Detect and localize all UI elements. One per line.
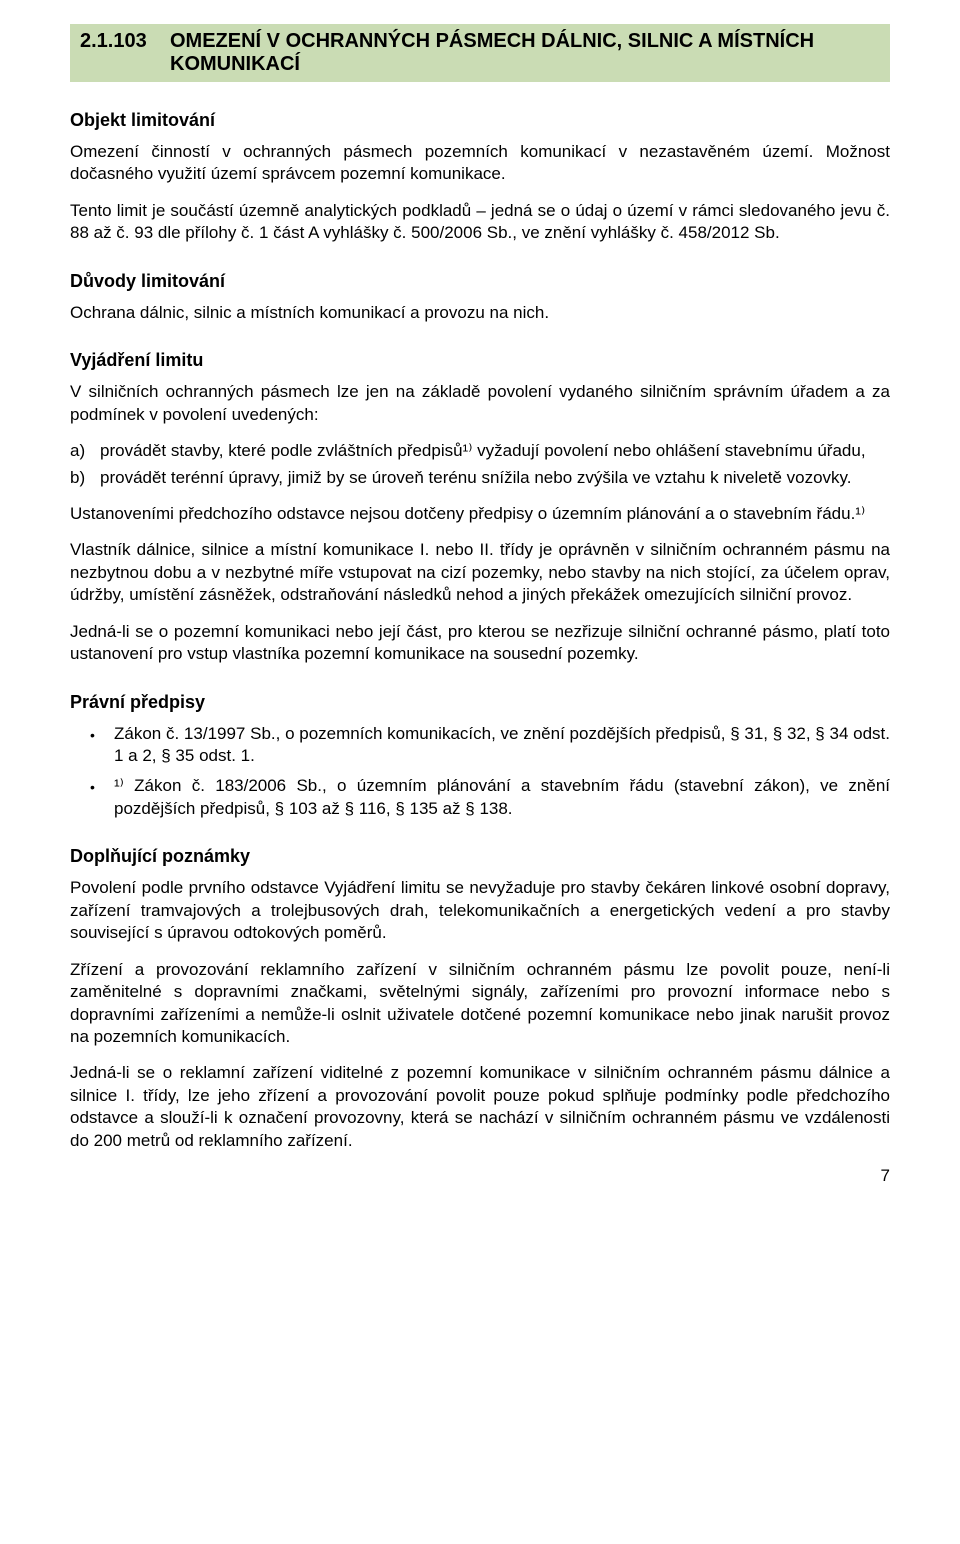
doplnujici-p3: Jedná-li se o reklamní zařízení viditeln… <box>70 1062 890 1152</box>
list-item: a) provádět stavby, které podle zvláštní… <box>100 440 890 462</box>
list-text: provádět terénní úpravy, jimiž by se úro… <box>100 468 852 487</box>
heading-line1: OMEZENÍ V OCHRANNÝCH PÁSMECH DÁLNIC, SIL… <box>170 30 814 52</box>
heading-line2: KOMUNIKACÍ <box>170 53 300 75</box>
section-label-vyjadreni: Vyjádření limitu <box>70 350 890 371</box>
list-item: ¹⁾ Zákon č. 183/2006 Sb., o územním plán… <box>114 775 890 820</box>
page-number: 7 <box>70 1166 890 1186</box>
list-item: Zákon č. 13/1997 Sb., o pozemních komuni… <box>114 723 890 768</box>
objekt-p1: Omezení činností v ochranných pásmech po… <box>70 141 890 186</box>
vyjadreni-list: a) provádět stavby, které podle zvláštní… <box>70 440 890 489</box>
heading-number: 2.1.103 <box>80 30 170 53</box>
vyjadreni-vlastnik: Vlastník dálnice, silnice a místní komun… <box>70 539 890 606</box>
heading-bar: 2.1.103 OMEZENÍ V OCHRANNÝCH PÁSMECH DÁL… <box>70 24 890 82</box>
heading-row: 2.1.103 OMEZENÍ V OCHRANNÝCH PÁSMECH DÁL… <box>80 30 880 76</box>
section-label-pravni: Právní předpisy <box>70 692 890 713</box>
list-text: provádět stavby, které podle zvláštních … <box>100 441 866 460</box>
document-page: 2.1.103 OMEZENÍ V OCHRANNÝCH PÁSMECH DÁL… <box>0 0 960 1226</box>
list-marker: b) <box>70 467 85 489</box>
section-label-objekt: Objekt limitování <box>70 110 890 131</box>
objekt-p2: Tento limit je součástí územně analytick… <box>70 200 890 245</box>
doplnujici-p1: Povolení podle prvního odstavce Vyjádřen… <box>70 877 890 944</box>
duvody-p1: Ochrana dálnic, silnic a místních komuni… <box>70 302 890 324</box>
list-item: b) provádět terénní úpravy, jimiž by se … <box>100 467 890 489</box>
section-label-duvody: Důvody limitování <box>70 271 890 292</box>
doplnujici-p2: Zřízení a provozování reklamního zařízen… <box>70 959 890 1049</box>
vyjadreni-intro: V silničních ochranných pásmech lze jen … <box>70 381 890 426</box>
vyjadreni-ustanoveni: Ustanoveními předchozího odstavce nejsou… <box>70 503 890 525</box>
section-label-doplnujici: Doplňující poznámky <box>70 846 890 867</box>
heading-title: OMEZENÍ V OCHRANNÝCH PÁSMECH DÁLNIC, SIL… <box>170 30 814 76</box>
list-marker: a) <box>70 440 85 462</box>
vyjadreni-jednali: Jedná-li se o pozemní komunikaci nebo je… <box>70 621 890 666</box>
pravni-list: Zákon č. 13/1997 Sb., o pozemních komuni… <box>70 723 890 821</box>
